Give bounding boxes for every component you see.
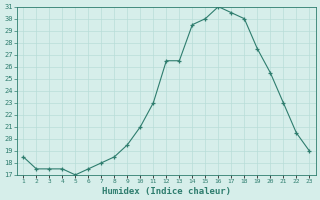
- X-axis label: Humidex (Indice chaleur): Humidex (Indice chaleur): [102, 187, 231, 196]
